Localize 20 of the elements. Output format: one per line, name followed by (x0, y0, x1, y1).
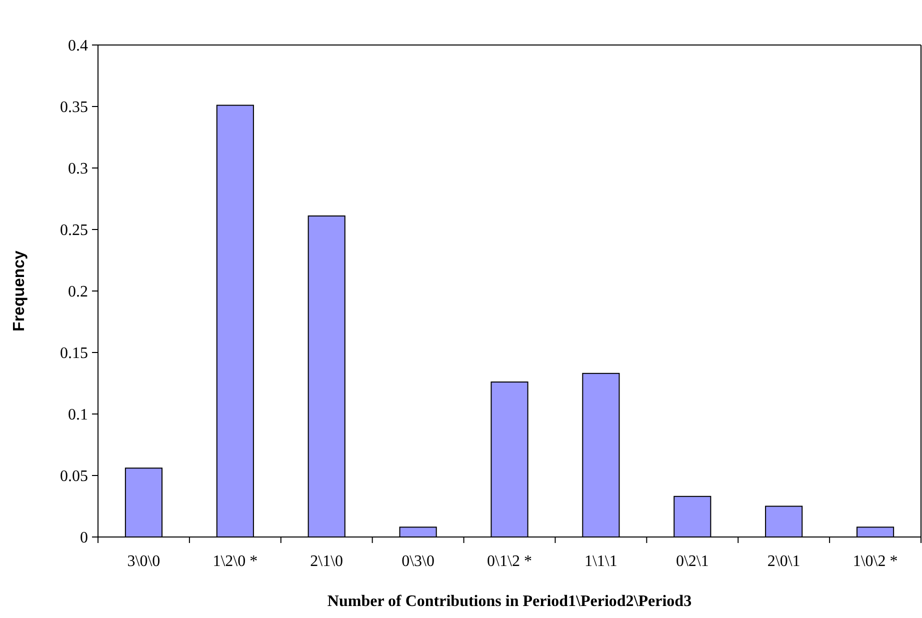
y-tick-label: 0.1 (68, 406, 88, 424)
x-axis-title: Number of Contributions in Period1\Period2\Period3 (327, 593, 692, 610)
y-tick-label: 0.4 (68, 38, 88, 55)
x-tick-label: 2\1\0 (310, 553, 344, 570)
y-tick-label: 0.15 (60, 345, 88, 362)
y-axis-title: Frequency (11, 250, 28, 332)
y-tick-label: 0.3 (68, 160, 88, 178)
x-tick-label: 1\2\0 * (212, 553, 258, 570)
y-tick-label: 0 (80, 530, 88, 547)
x-tick-label: 3\0\0 (127, 553, 160, 570)
x-tick-label: 0\3\0 (402, 553, 434, 570)
y-tick-label: 0.25 (60, 222, 88, 240)
x-tick-label: 2\0\1 (767, 553, 800, 570)
y-tick-label: 0.35 (60, 99, 88, 116)
x-tick-label: 1\0\2 * (852, 553, 898, 570)
x-tick-label: 1\1\1 (584, 553, 618, 570)
y-tick-label: 0.2 (68, 284, 88, 301)
x-tick-label: 0\1\2 * (487, 553, 532, 570)
y-tick-label: 0.05 (60, 468, 88, 486)
x-tick-label: 0\2\1 (676, 553, 709, 570)
